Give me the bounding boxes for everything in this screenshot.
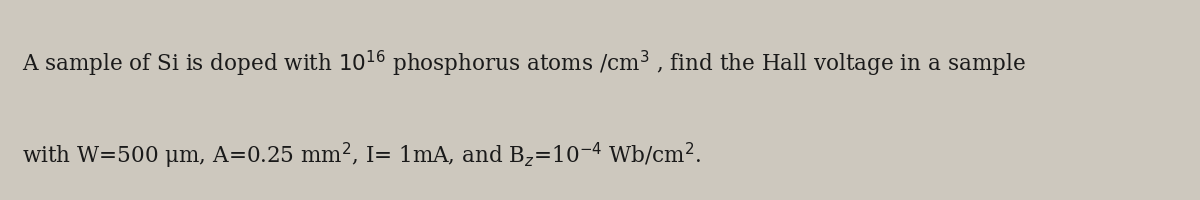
Text: A sample of Si is doped with $10^{16}$ phosphorus atoms /cm$^3$ , find the Hall : A sample of Si is doped with $10^{16}$ p… xyxy=(22,49,1025,79)
Text: with W=500 μm, A=0.25 mm$^2$, I= 1mA, and B$_z$=10$^{-4}$ Wb/cm$^2$.: with W=500 μm, A=0.25 mm$^2$, I= 1mA, an… xyxy=(22,141,701,171)
